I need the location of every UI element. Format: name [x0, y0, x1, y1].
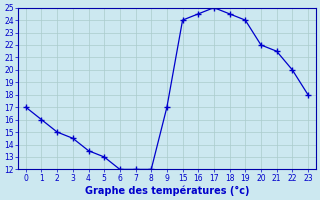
X-axis label: Graphe des températures (°c): Graphe des températures (°c) [85, 185, 249, 196]
